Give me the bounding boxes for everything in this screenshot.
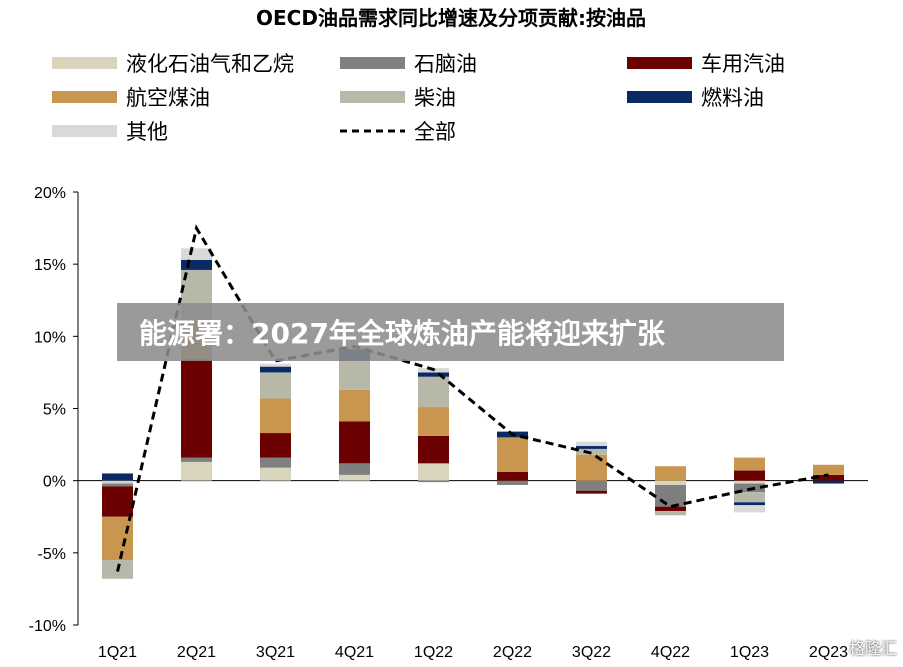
bar-segment [497,480,528,485]
legend-label: 车用汽油 [701,52,785,76]
bar-segment [181,248,212,260]
x-tick-label: 2Q23 [809,644,848,661]
bar-segment [576,446,607,449]
legend-label: 液化石油气和乙烷 [126,52,294,76]
bar-segment [181,461,212,481]
x-tick-label: 3Q21 [256,644,295,661]
bar-segment [576,454,607,481]
bar-segment [576,441,607,447]
legend-swatch [52,91,117,103]
bar-segment [813,474,844,481]
bar-segment [418,480,449,483]
total-line [116,224,829,572]
bar-segment [655,506,686,511]
x-tick-label: 2Q22 [493,644,532,661]
legend-label: 全部 [414,120,456,144]
bar-segment [418,435,449,464]
bar-segment [181,457,212,462]
bar-segment [339,389,370,422]
bar-segment [260,398,291,434]
bar-segment [181,359,212,458]
x-tick-label: 1Q23 [730,644,769,661]
bar-segment [339,463,370,475]
bar-segment [102,516,133,561]
y-tick-label: 15% [34,257,66,274]
legend-swatch [627,57,692,69]
bar-segment [655,466,686,481]
bar-segment [734,492,765,503]
bar-segment [102,486,133,517]
bar-segment [102,480,133,484]
bar-segment [734,457,765,471]
y-tick-label: -10% [29,618,66,635]
bar-segment [339,360,370,390]
legend-swatch [340,57,405,69]
legend-swatch [340,91,405,103]
x-tick-label: 4Q22 [651,644,690,661]
chart-title: OECD油品需求同比增速及分项贡献:按油品 [256,6,646,30]
y-tick-label: -5% [38,546,66,563]
bar-segment [260,457,291,468]
bar-segment [655,484,686,507]
x-tick-label: 1Q22 [414,644,453,661]
bar-segment [260,467,291,481]
y-tick-label: 20% [34,185,66,202]
x-tick-label: 1Q21 [98,644,137,661]
bar-segment [576,480,607,491]
x-tick-label: 3Q22 [572,644,611,661]
bar-segment [497,437,528,473]
y-tick-label: 5% [43,402,66,419]
bar-segment [102,483,133,487]
legend-label: 柴油 [414,86,456,110]
bar-segment [813,464,844,475]
legend-label: 石脑油 [414,52,477,76]
x-tick-label: 4Q21 [335,644,374,661]
bar-segment [418,372,449,377]
legend-swatch [52,125,117,137]
bar-segment [418,376,449,408]
bar-segment [497,472,528,481]
legend-label: 其他 [126,120,168,144]
bar-segment [734,502,765,506]
bar-segment [260,366,291,373]
legend-label: 燃料油 [701,86,764,110]
bar-segment [418,407,449,436]
bar-segment [260,433,291,458]
headline-text: 能源署：2027年全球炼油产能将迎来扩张 [139,317,665,350]
bar-segment [734,505,765,513]
bar-segment [576,490,607,494]
bar-segment [260,372,291,399]
legend-swatch [627,91,692,103]
legend-swatch [52,57,117,69]
bar-segment [734,480,765,484]
headline-banner[interactable]: 能源署：2027年全球炼油产能将迎来扩张 [117,303,784,361]
bar-segment [339,421,370,464]
bar-segment [418,463,449,481]
x-tick-label: 2Q21 [177,644,216,661]
bar-segment [260,363,291,367]
watermark: 格隆汇 [848,639,897,658]
plot-area: 20% 15% 10% 5% 0% -5% -10% 1Q21 2Q21 3Q21 4Q21 1Q22… [29,185,868,661]
y-tick-label: 0% [43,474,66,491]
bar-segment [181,259,212,270]
bar-segment [339,474,370,481]
bar-segment [813,480,844,484]
legend-label: 航空煤油 [126,86,210,110]
bar-segment [655,480,686,485]
y-tick-label: 10% [34,329,66,346]
bar-segment [655,510,686,516]
bar-segment [102,473,133,481]
bar-segment [734,470,765,481]
